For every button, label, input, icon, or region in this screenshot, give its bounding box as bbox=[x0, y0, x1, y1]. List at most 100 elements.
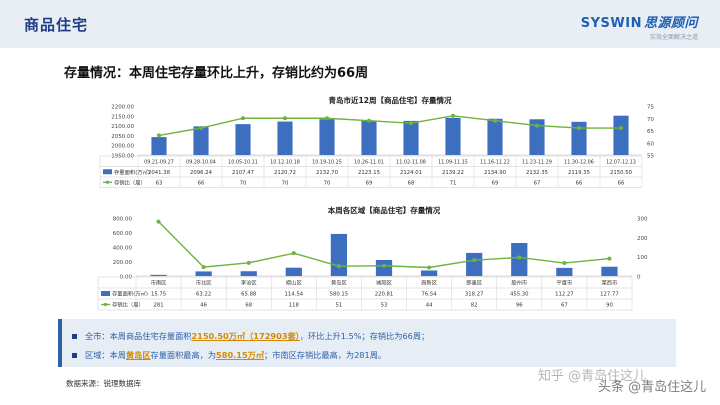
category-label: 莱西市 bbox=[602, 279, 619, 287]
stock-value-label: 580.15 bbox=[330, 292, 349, 298]
category-label: 胶州市 bbox=[511, 279, 528, 287]
page-title: 商品住宅 bbox=[24, 16, 89, 34]
ratio-value-label: 281 bbox=[153, 303, 163, 309]
category-label: 11.30-12.06 bbox=[564, 159, 594, 165]
category-label: 10.19-10.25 bbox=[312, 159, 342, 165]
category-label: 崂山区 bbox=[286, 279, 303, 287]
ratio-point bbox=[427, 265, 432, 270]
ratio-point bbox=[157, 133, 161, 138]
y-right-tick-label: 70 bbox=[647, 117, 654, 123]
watermark-toutiao: 头条 @青岛住这儿 bbox=[598, 380, 707, 395]
bar bbox=[150, 274, 167, 276]
bar bbox=[511, 242, 528, 276]
category-label: 11.09-11.15 bbox=[438, 159, 468, 165]
ratio-value-label: 66 bbox=[576, 180, 583, 186]
bar bbox=[601, 266, 618, 276]
stock-value-label: 114.54 bbox=[285, 292, 304, 298]
bullet-icon bbox=[72, 353, 77, 358]
ratio-value-label: 68 bbox=[408, 180, 415, 186]
category-label: 李沧区 bbox=[241, 279, 258, 287]
stock-value-label: 76.54 bbox=[422, 292, 438, 298]
weekly-stock-chart: 青岛市近12周【商品住宅】存量情况 1950.00 2000.00 2050.00 21… bbox=[99, 96, 654, 188]
brand-logo: SYSWIN 思源顾问 实效全面解决之道 bbox=[581, 12, 698, 41]
stock-value-label: 455.30 bbox=[510, 292, 529, 298]
bar bbox=[330, 233, 348, 276]
summary-city-tail: ，环比上升1.5%；存销比为66周； bbox=[299, 331, 430, 341]
bar bbox=[240, 271, 257, 276]
ratio-value-label: 68 bbox=[245, 303, 252, 309]
category-label: 城阳区 bbox=[376, 279, 393, 287]
summary-district-highlight: 黄岛区 bbox=[125, 350, 151, 360]
y-left-tick-label: 2200.00 bbox=[111, 105, 134, 111]
bar bbox=[529, 119, 545, 155]
y-right-tick-label: 65 bbox=[647, 129, 654, 135]
ratio-value-label: 66 bbox=[198, 180, 205, 186]
watermark-zhihu: 知乎 @青岛住这儿 bbox=[538, 369, 647, 384]
chart-title: 本周各区域【商品住宅】存量情况 bbox=[327, 205, 441, 215]
ratio-point bbox=[382, 263, 386, 268]
bar bbox=[613, 115, 629, 155]
ratio-point bbox=[367, 118, 371, 123]
summary-district: 区域：本周黄岛区存量面积最高，为580.15万㎡；市南区存销比最高，为281周。 bbox=[72, 349, 386, 361]
ratio-point bbox=[409, 121, 413, 126]
stock-value-label: 112.27 bbox=[555, 292, 574, 298]
headline: 存量情况：本周住宅存量环比上升，存销比约为66周 bbox=[64, 66, 369, 81]
summary-box: 全市：本周商品住宅存量面积2150.50万㎡（172903套），环比上升1.5%… bbox=[58, 319, 676, 367]
y-left-tick-label: 400.00 bbox=[113, 246, 133, 252]
summary-district-text: 区域：本周 bbox=[85, 350, 126, 360]
ratio-value-label: 66 bbox=[618, 180, 625, 186]
stock-value-label: 127.77 bbox=[600, 292, 619, 298]
stock-value-label: 15.75 bbox=[151, 292, 166, 298]
ratio-point bbox=[291, 251, 296, 256]
y-left-tick-label: 1950.00 bbox=[111, 154, 134, 160]
stock-value-label: 2123.15 bbox=[358, 170, 380, 176]
category-label: 高新区 bbox=[421, 279, 438, 287]
ratio-point bbox=[451, 113, 455, 118]
bar bbox=[375, 259, 393, 276]
district-stock-chart: 本周各区域【商品住宅】存量情况 0.00 200.00 400.00 600.00 800… bbox=[97, 205, 648, 311]
summary-city-text: 全市：本周商品住宅存量面积 bbox=[85, 331, 192, 341]
legend-line-marker bbox=[105, 180, 110, 184]
ratio-value-label: 63 bbox=[156, 180, 163, 186]
stock-value-label: 2150.50 bbox=[610, 170, 633, 176]
ratio-point bbox=[241, 116, 245, 121]
y-left-tick-label: 2050.00 bbox=[111, 134, 134, 140]
stock-value-label: 2132.70 bbox=[316, 170, 339, 176]
legend-bar-key bbox=[103, 169, 112, 175]
data-source: 数据来源：锐理数据库 bbox=[66, 379, 141, 388]
category-label: 平度市 bbox=[556, 279, 573, 287]
stock-value-label: 2124.01 bbox=[400, 170, 422, 176]
summary-district-highlight2: 580.15万㎡ bbox=[216, 350, 265, 360]
stock-value-label: 318.27 bbox=[465, 292, 484, 298]
y-left-tick-label: 800.00 bbox=[113, 217, 133, 223]
ratio-value-label: 69 bbox=[366, 180, 373, 186]
ratio-point bbox=[156, 219, 161, 224]
ratio-line bbox=[158, 115, 621, 137]
ratio-value-label: 51 bbox=[336, 303, 343, 309]
ratio-value-label: 44 bbox=[426, 303, 433, 309]
ratio-value-label: 67 bbox=[534, 180, 541, 186]
legend-bar-key bbox=[101, 291, 110, 296]
chart-title: 青岛市近12周【商品住宅】存量情况 bbox=[329, 96, 452, 105]
y-left-tick-label: 0.00 bbox=[120, 275, 133, 281]
stock-value-label: 2096.24 bbox=[190, 170, 213, 176]
bar bbox=[235, 124, 251, 155]
summary-district-mid: 存量面积最高，为 bbox=[150, 350, 217, 360]
ratio-point bbox=[577, 126, 581, 131]
ratio-value-label: 90 bbox=[606, 303, 613, 309]
ratio-point bbox=[246, 260, 251, 265]
logo-tagline: 实效全面解决之道 bbox=[649, 34, 698, 41]
y-right-tick-label: 75 bbox=[647, 105, 654, 111]
summary-city: 全市：本周商品住宅存量面积2150.50万㎡（172903套），环比上升1.5%… bbox=[72, 330, 429, 342]
y-right-tick-label: 300 bbox=[637, 217, 648, 223]
bar bbox=[151, 137, 167, 155]
ratio-point bbox=[493, 118, 497, 123]
legend-stock-label: 存量面积(万㎡) bbox=[112, 290, 148, 298]
ratio-point bbox=[336, 264, 341, 269]
bar bbox=[361, 121, 377, 155]
ratio-value-label: 53 bbox=[381, 303, 388, 309]
bar bbox=[277, 121, 293, 155]
y-right-tick-label: 100 bbox=[637, 255, 648, 261]
category-label: 09.21-09.27 bbox=[144, 159, 174, 165]
ratio-value-label: 67 bbox=[561, 303, 568, 309]
